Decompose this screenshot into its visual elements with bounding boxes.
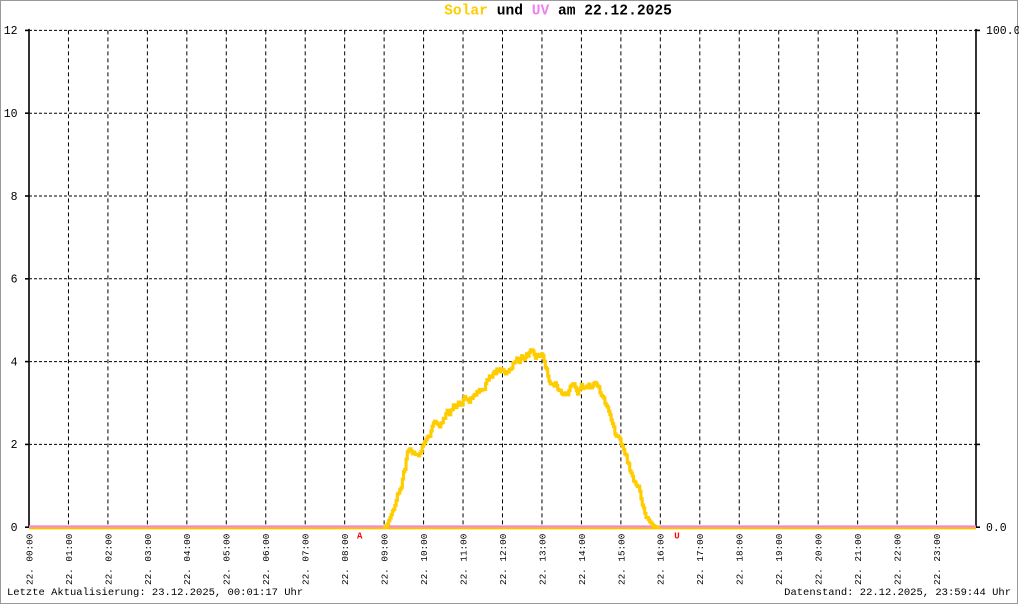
- svg-text:22.: 22.: [735, 568, 746, 585]
- svg-text:22.: 22.: [616, 568, 627, 585]
- svg-text:22.: 22.: [340, 568, 351, 585]
- svg-text:22.: 22.: [774, 568, 785, 585]
- svg-text:17:00: 17:00: [695, 534, 706, 562]
- svg-text:21:00: 21:00: [853, 534, 864, 562]
- svg-text:22.: 22.: [419, 568, 430, 585]
- svg-text:22.: 22.: [892, 568, 903, 585]
- svg-text:11:00: 11:00: [458, 534, 469, 562]
- svg-text:23:00: 23:00: [932, 534, 943, 562]
- svg-text:22.: 22.: [853, 568, 864, 585]
- svg-text:16:00: 16:00: [656, 534, 667, 562]
- svg-text:U: U: [674, 532, 679, 542]
- svg-text:22.: 22.: [182, 568, 193, 585]
- svg-text:22.: 22.: [64, 568, 75, 585]
- svg-text:18:00: 18:00: [735, 534, 746, 562]
- svg-text:2: 2: [11, 439, 18, 452]
- svg-text:22.: 22.: [301, 568, 312, 585]
- svg-text:22.: 22.: [695, 568, 706, 585]
- svg-text:22.: 22.: [537, 568, 548, 585]
- svg-text:22.: 22.: [814, 568, 825, 585]
- svg-text:06:00: 06:00: [261, 534, 272, 562]
- svg-text:22.: 22.: [577, 568, 588, 585]
- svg-text:0: 0: [11, 522, 18, 535]
- svg-text:4: 4: [11, 356, 18, 369]
- svg-text:22.: 22.: [380, 568, 391, 585]
- svg-text:A: A: [357, 532, 363, 542]
- svg-text:14:00: 14:00: [577, 534, 588, 562]
- svg-text:Solar und UV am 22.12.2025: Solar und UV am 22.12.2025: [444, 4, 672, 20]
- svg-text:22.: 22.: [498, 568, 509, 585]
- svg-text:22.: 22.: [222, 568, 233, 585]
- svg-text:8: 8: [11, 191, 18, 204]
- svg-text:02:00: 02:00: [103, 534, 114, 562]
- svg-text:09:00: 09:00: [380, 534, 391, 562]
- svg-text:19:00: 19:00: [774, 534, 785, 562]
- svg-text:22.: 22.: [24, 568, 35, 585]
- svg-text:05:00: 05:00: [222, 534, 233, 562]
- svg-text:22.: 22.: [143, 568, 154, 585]
- svg-text:07:00: 07:00: [301, 534, 312, 562]
- svg-text:04:00: 04:00: [182, 534, 193, 562]
- svg-text:12:00: 12:00: [498, 534, 509, 562]
- svg-text:22.: 22.: [458, 568, 469, 585]
- svg-text:00:00: 00:00: [24, 534, 35, 562]
- svg-text:08:00: 08:00: [340, 534, 351, 562]
- svg-text:15:00: 15:00: [616, 534, 627, 562]
- svg-text:10: 10: [4, 108, 18, 121]
- svg-text:100.0: 100.0: [986, 25, 1019, 38]
- svg-text:13:00: 13:00: [537, 534, 548, 562]
- svg-text:22.: 22.: [656, 568, 667, 585]
- svg-text:22:00: 22:00: [892, 534, 903, 562]
- svg-text:10:00: 10:00: [419, 534, 430, 562]
- svg-text:0.0: 0.0: [986, 522, 1007, 535]
- svg-text:22.: 22.: [103, 568, 114, 585]
- svg-text:12: 12: [4, 25, 18, 38]
- svg-text:03:00: 03:00: [143, 534, 154, 562]
- svg-text:22.: 22.: [261, 568, 272, 585]
- svg-text:01:00: 01:00: [64, 534, 75, 562]
- svg-text:22.: 22.: [932, 568, 943, 585]
- svg-text:20:00: 20:00: [814, 534, 825, 562]
- svg-text:6: 6: [11, 274, 18, 287]
